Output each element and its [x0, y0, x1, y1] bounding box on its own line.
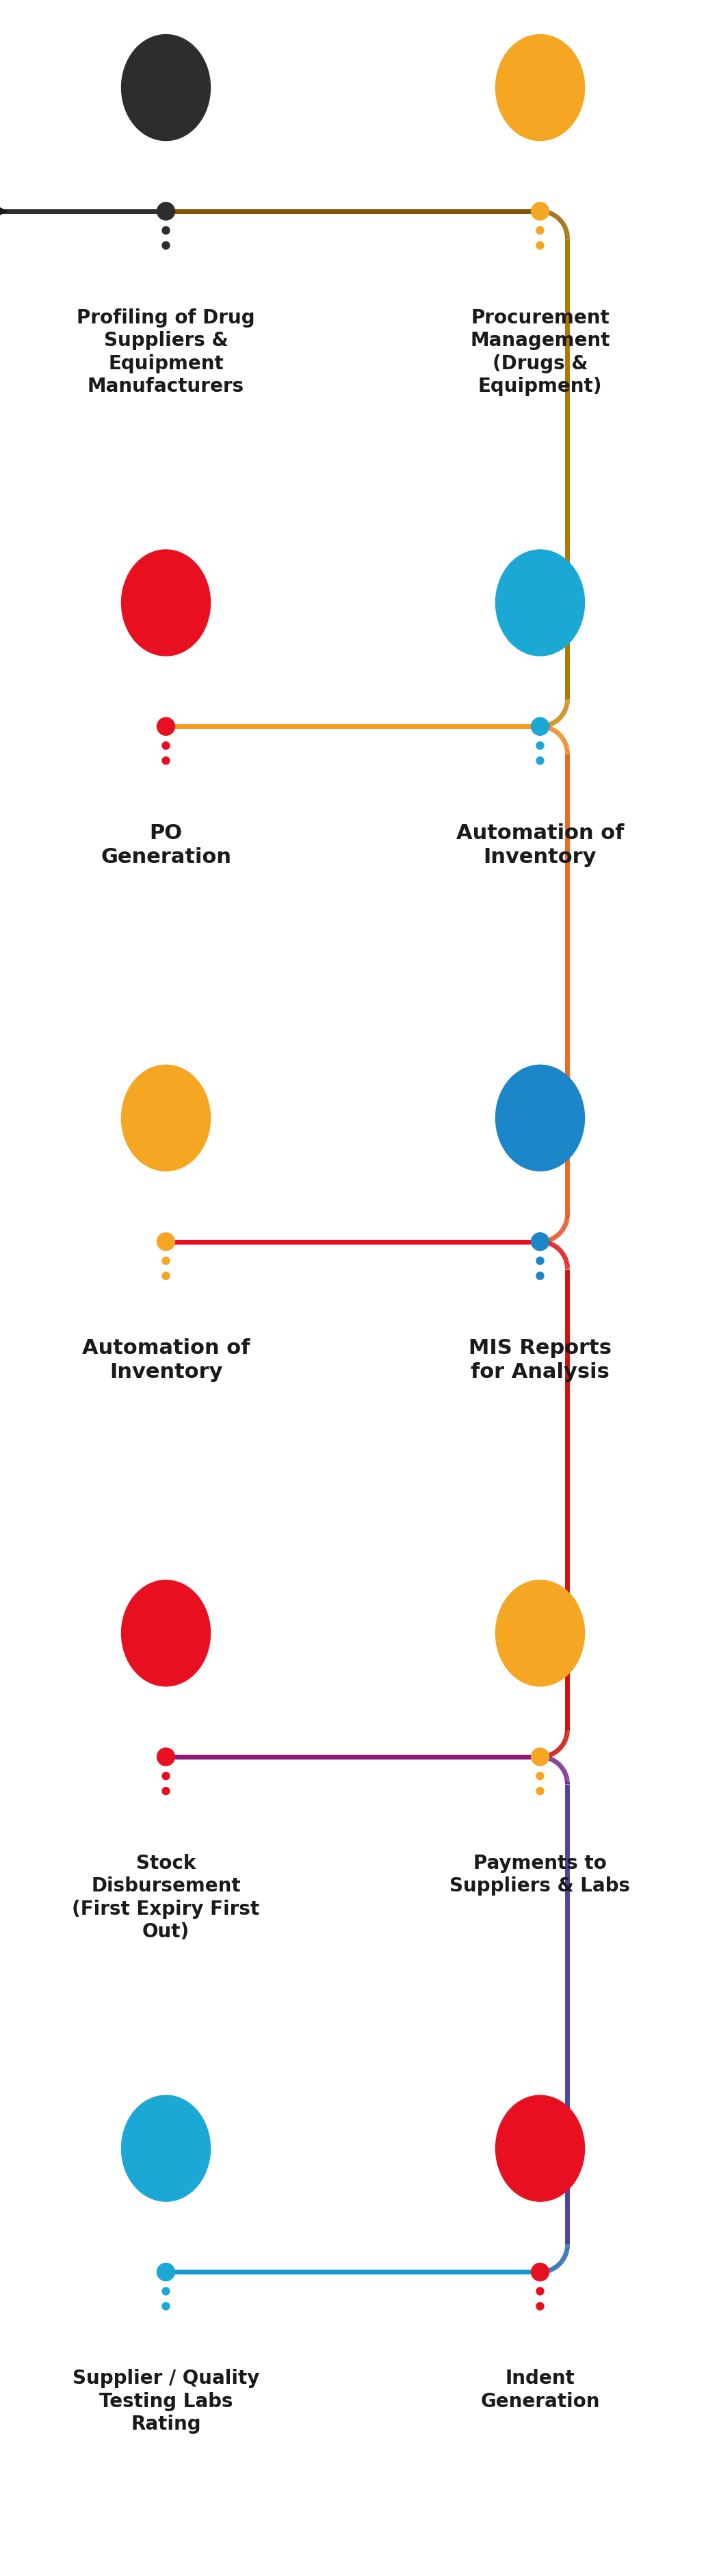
- Circle shape: [157, 2264, 175, 2280]
- Circle shape: [157, 1749, 175, 1765]
- Circle shape: [162, 1273, 169, 1280]
- Text: Indent
Generation: Indent Generation: [480, 2370, 600, 2411]
- Circle shape: [537, 1257, 544, 1265]
- Ellipse shape: [496, 1579, 585, 1687]
- Text: Supplier / Quality
Testing Labs
Rating: Supplier / Quality Testing Labs Rating: [73, 2370, 259, 2434]
- Circle shape: [537, 1788, 544, 1795]
- Ellipse shape: [496, 33, 585, 142]
- Ellipse shape: [121, 2094, 210, 2202]
- Circle shape: [537, 2287, 544, 2295]
- Circle shape: [162, 757, 169, 765]
- Ellipse shape: [121, 549, 210, 657]
- Text: Automation of
Inventory: Automation of Inventory: [456, 824, 624, 868]
- Circle shape: [531, 1234, 549, 1249]
- Text: Automation of
Inventory: Automation of Inventory: [82, 1340, 250, 1383]
- Ellipse shape: [121, 1064, 210, 1172]
- Text: Profiling of Drug
Suppliers &
Equipment
Manufacturers: Profiling of Drug Suppliers & Equipment …: [77, 309, 255, 397]
- Circle shape: [162, 1788, 169, 1795]
- Circle shape: [162, 742, 169, 750]
- Ellipse shape: [121, 1579, 210, 1687]
- Polygon shape: [0, 204, 7, 219]
- Circle shape: [531, 2264, 549, 2280]
- Circle shape: [537, 242, 544, 250]
- Circle shape: [537, 1273, 544, 1280]
- Circle shape: [162, 1772, 169, 1780]
- Circle shape: [537, 742, 544, 750]
- Ellipse shape: [121, 33, 210, 142]
- Circle shape: [162, 2287, 169, 2295]
- Circle shape: [537, 2303, 544, 2311]
- Text: Procurement
Management
(Drugs &
Equipment): Procurement Management (Drugs & Equipmen…: [470, 309, 610, 397]
- Text: Stock
Disbursement
(First Expiry First
Out): Stock Disbursement (First Expiry First O…: [72, 1855, 260, 1942]
- Circle shape: [537, 1772, 544, 1780]
- Circle shape: [157, 719, 175, 734]
- Circle shape: [531, 1749, 549, 1765]
- Circle shape: [537, 227, 544, 234]
- Circle shape: [531, 204, 549, 219]
- Circle shape: [162, 1257, 169, 1265]
- Circle shape: [157, 204, 175, 219]
- Circle shape: [162, 227, 169, 234]
- Circle shape: [157, 1234, 175, 1249]
- Ellipse shape: [496, 549, 585, 657]
- Circle shape: [531, 719, 549, 734]
- Ellipse shape: [496, 2094, 585, 2202]
- Text: PO
Generation: PO Generation: [100, 824, 232, 868]
- Circle shape: [537, 757, 544, 765]
- Circle shape: [162, 242, 169, 250]
- Ellipse shape: [496, 1064, 585, 1172]
- Circle shape: [162, 2303, 169, 2311]
- Text: Payments to
Suppliers & Labs: Payments to Suppliers & Labs: [450, 1855, 630, 1896]
- Text: MIS Reports
for Analysis: MIS Reports for Analysis: [469, 1340, 611, 1383]
